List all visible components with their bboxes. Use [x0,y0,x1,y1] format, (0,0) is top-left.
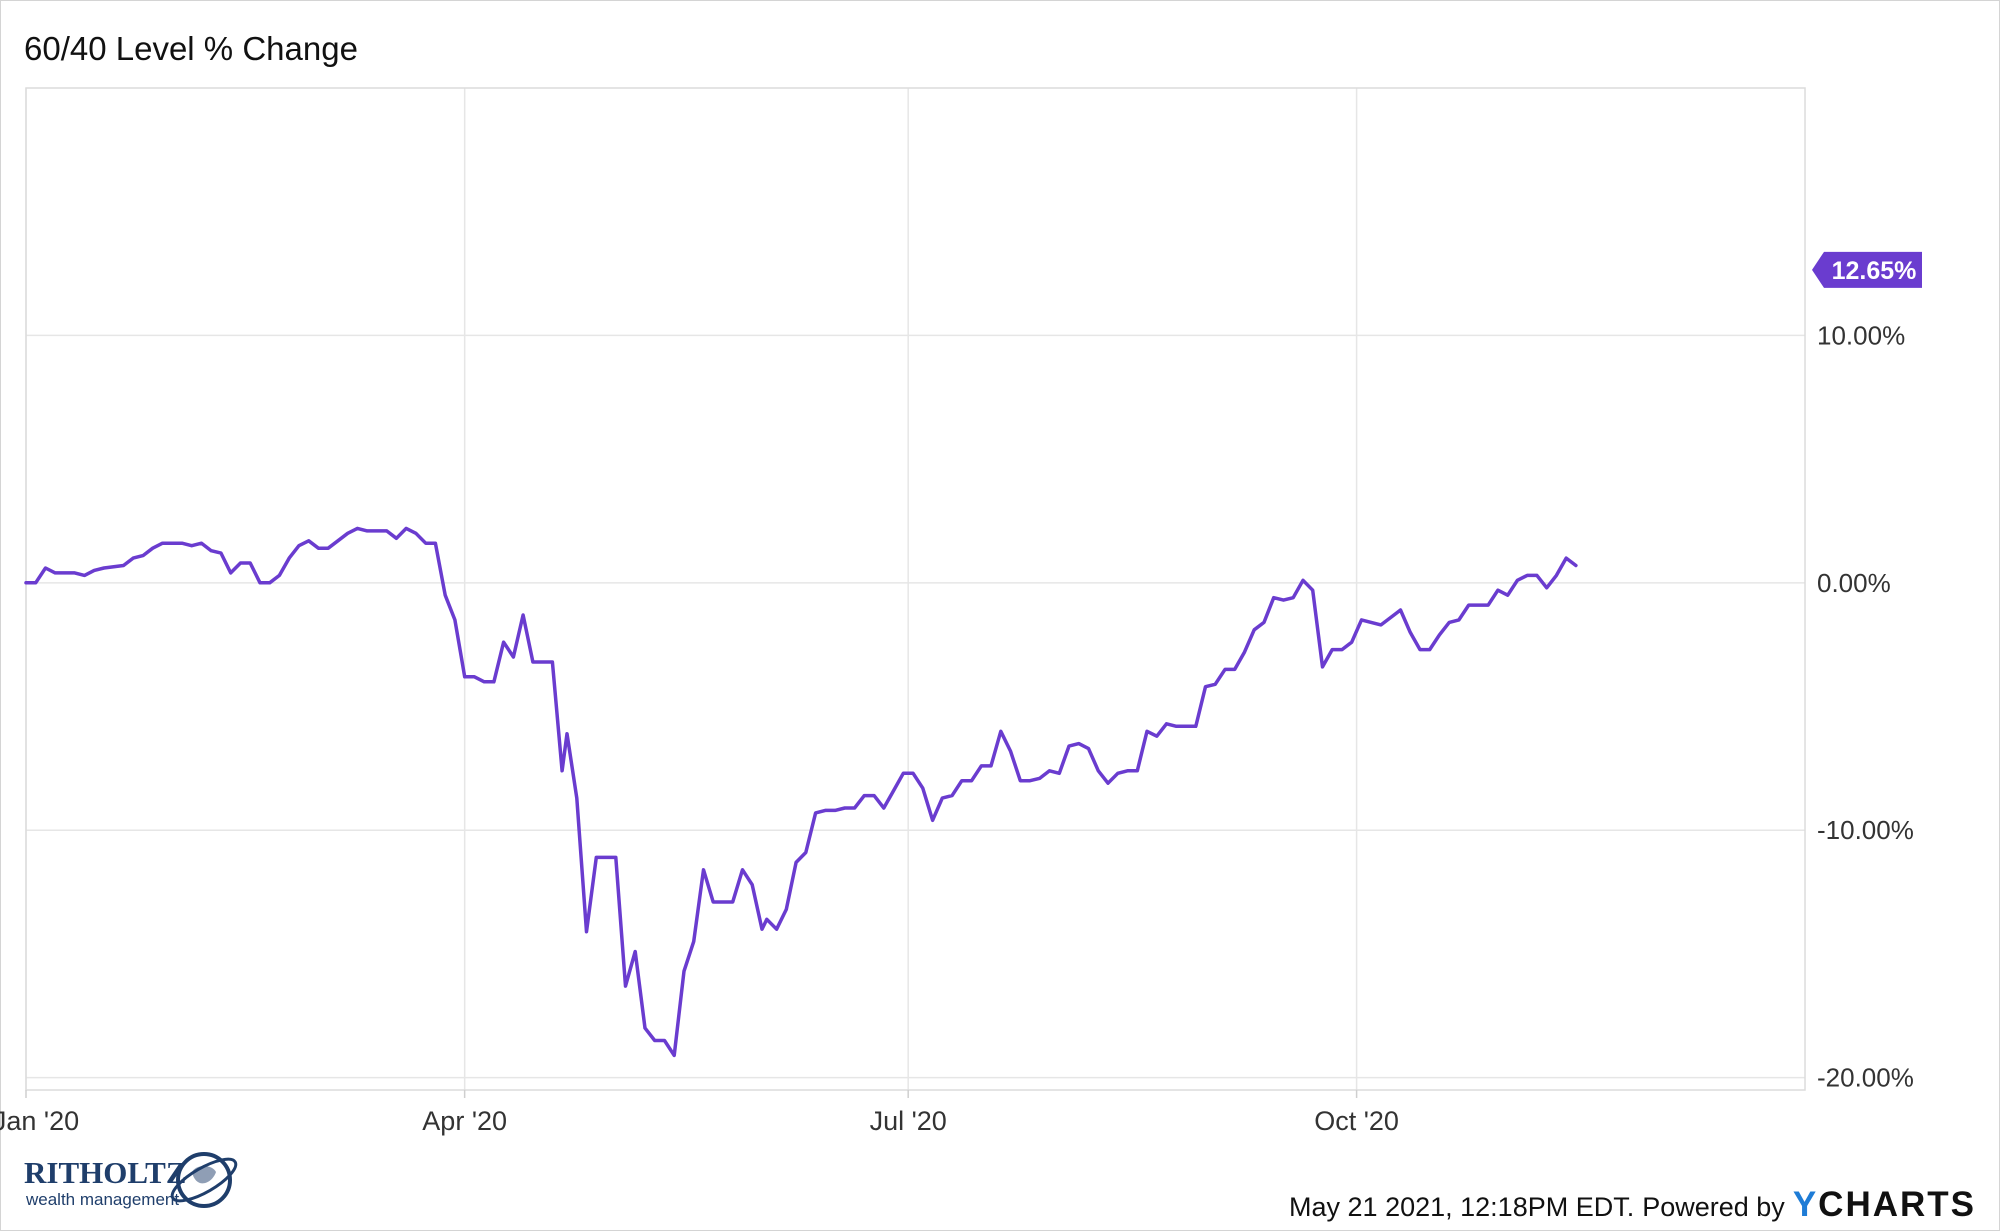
y-tick-label: 0.00% [1817,568,1891,598]
plot-area [25,87,1806,1091]
ycharts-logo: YCHARTS [1793,1185,1976,1225]
x-tick-label: Apr '20 [422,1106,507,1136]
last-value-badge: 12.65% [1812,251,1922,288]
ycharts-logo-text: CHARTS [1818,1185,1976,1224]
tick-labels: Jan '20 Apr '20 Jul '20 Oct '20 10.00% 0.00% -… [0,251,1922,1136]
y-tick-label: -20.00% [1817,1063,1914,1093]
last-value-label: 12.65% [1832,257,1917,285]
footer-timestamp: May 21 2021, 12:18PM EDT. [1289,1192,1635,1222]
y-tick-label: -10.00% [1817,815,1914,845]
ritholtz-logo: RITHOLTZ wealth management [24,1150,254,1221]
footer: May 21 2021, 12:18PM EDT. Powered by YCH… [1289,1185,1976,1225]
grid [25,88,1805,1090]
y-tick-label: 10.00% [1817,320,1905,350]
globe-icon [170,1152,238,1208]
logo-tagline: wealth management [25,1190,179,1209]
axes [25,87,1806,1098]
last-value-badge-shape [1812,251,1922,288]
x-tick-label: Jan '20 [0,1106,79,1136]
x-tick-label: Jul '20 [870,1106,947,1136]
footer-powered-by: Powered by [1642,1192,1785,1222]
ycharts-logo-y: Y [1792,1185,1819,1224]
logo-name: RITHOLTZ [24,1155,187,1190]
series-line [24,526,1578,1058]
chart-title: 60/40 Level % Change [24,30,358,67]
x-tick-label: Oct '20 [1314,1106,1399,1136]
series-layer [24,526,1578,1058]
